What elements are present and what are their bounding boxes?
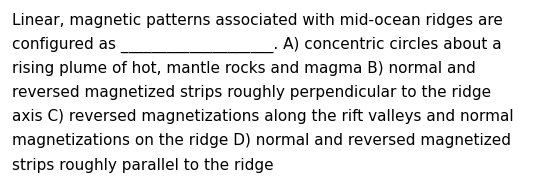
- Text: configured as ____________________. A) concentric circles about a: configured as ____________________. A) c…: [12, 37, 502, 53]
- Text: strips roughly parallel to the ridge: strips roughly parallel to the ridge: [12, 158, 274, 173]
- Text: rising plume of hot, mantle rocks and magma B) normal and: rising plume of hot, mantle rocks and ma…: [12, 61, 476, 76]
- Text: Linear, magnetic patterns associated with mid-ocean ridges are: Linear, magnetic patterns associated wit…: [12, 13, 503, 28]
- Text: magnetizations on the ridge D) normal and reversed magnetized: magnetizations on the ridge D) normal an…: [12, 133, 511, 149]
- Text: axis C) reversed magnetizations along the rift valleys and normal: axis C) reversed magnetizations along th…: [12, 109, 514, 124]
- Text: reversed magnetized strips roughly perpendicular to the ridge: reversed magnetized strips roughly perpe…: [12, 85, 492, 100]
